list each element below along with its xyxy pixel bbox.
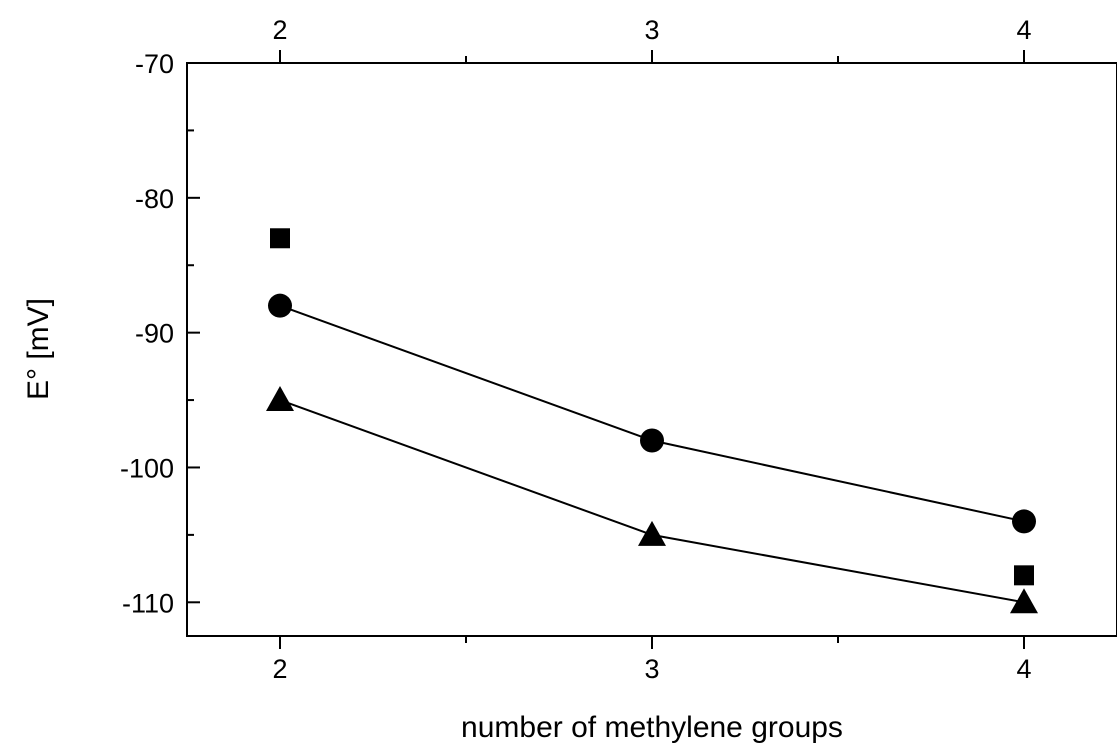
x-top-tick-label: 2 (272, 15, 287, 45)
y-tick-label: -90 (135, 319, 174, 349)
y-tick-label: -100 (120, 453, 174, 483)
circle-marker (640, 428, 664, 453)
square-marker (1014, 565, 1034, 586)
x-top-tick-label: 4 (1016, 15, 1031, 45)
triangle-marker (1010, 588, 1038, 614)
triangle-marker (638, 520, 666, 546)
x-tick-label: 3 (644, 654, 659, 684)
square-marker (270, 228, 290, 249)
y-tick-label: -80 (135, 184, 174, 214)
x-tick-label: 4 (1016, 654, 1031, 684)
x-top-axis-ticks: 2 3 4 (272, 15, 1032, 63)
series-lines (279, 304, 1025, 604)
y-axis-ticks: -70 -80 -90 -100 -110 (120, 49, 200, 618)
y-tick-label: -110 (122, 588, 174, 618)
y-tick-label: -70 (135, 49, 174, 79)
x-top-tick-label: 3 (644, 15, 659, 45)
x-axis-ticks: 2 3 4 (272, 636, 1032, 684)
x-tick-label: 2 (272, 654, 287, 684)
circle-marker (1012, 509, 1036, 534)
plot-frame (186, 62, 1117, 637)
circle-series-line (279, 304, 1025, 523)
y-axis-title: E° [mV] (22, 298, 55, 400)
x-axis-title: number of methylene groups (461, 711, 843, 744)
series-markers (266, 228, 1038, 614)
circle-marker (268, 293, 292, 318)
triangle-marker (266, 386, 294, 412)
